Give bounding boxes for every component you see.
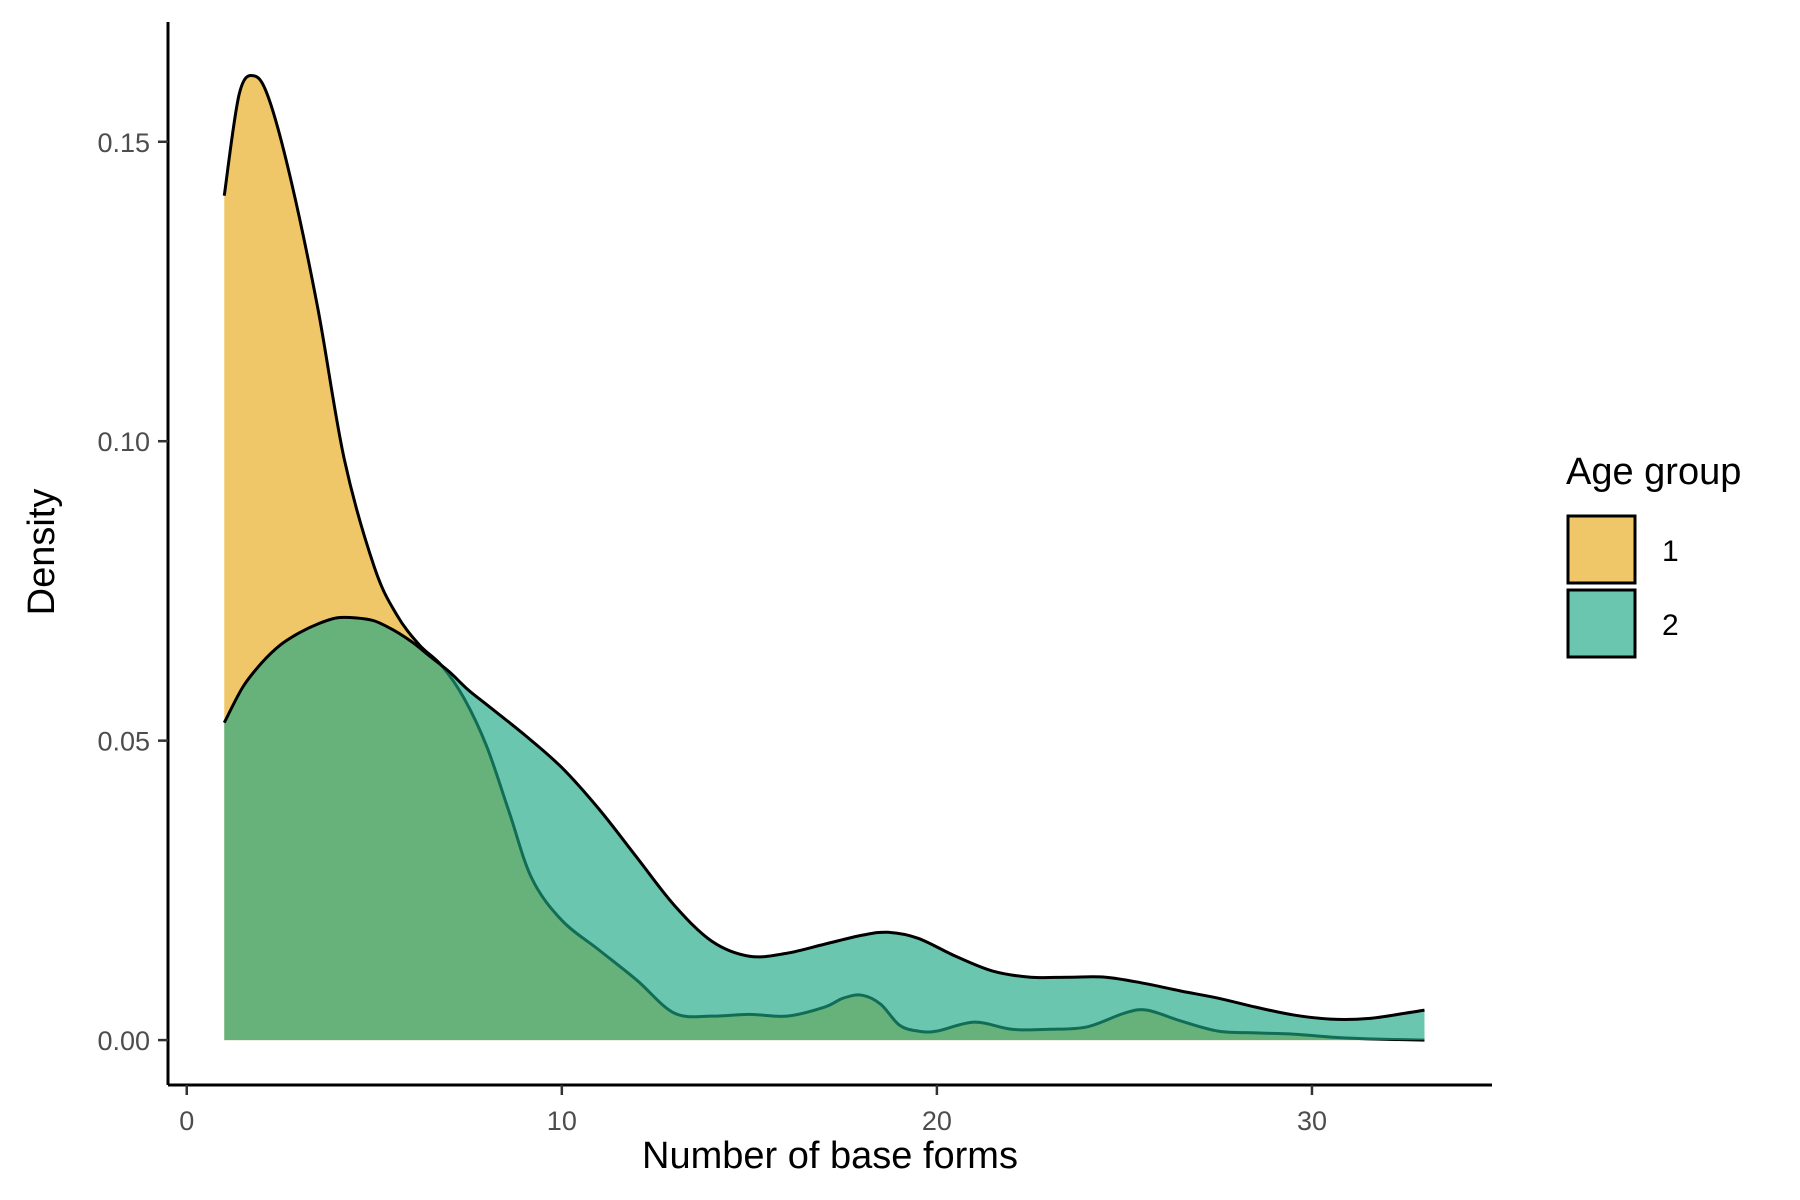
legend-label-2: 2 [1662,609,1679,642]
y-axis-ticks: 0.00 0.05 0.10 0.15 [97,128,168,1056]
y-axis-title: Density [21,489,63,616]
x-tick-label: 0 [179,1106,194,1136]
legend-swatch-2 [1566,588,1637,659]
y-tick-label: 0.10 [97,427,150,457]
density-line-group-2 [222,615,1425,1021]
legend: Age group 1 2 [1566,451,1741,659]
x-tick-label: 30 [1297,1106,1327,1136]
x-axis-title: Number of base forms [642,1135,1018,1177]
x-axis-ticks: 0 10 20 30 [179,1085,1327,1136]
y-tick-label: 0.15 [97,128,150,158]
series-layer [222,73,1425,1042]
x-tick-label: 20 [922,1106,952,1136]
y-tick-label: 0.00 [97,1026,150,1056]
y-tick-label: 0.05 [97,727,150,757]
legend-swatch-1 [1566,514,1637,585]
legend-title: Age group [1566,451,1741,493]
legend-label-1: 1 [1662,535,1679,568]
density-area-group-2 [224,617,1425,1041]
x-tick-label: 10 [547,1106,577,1136]
